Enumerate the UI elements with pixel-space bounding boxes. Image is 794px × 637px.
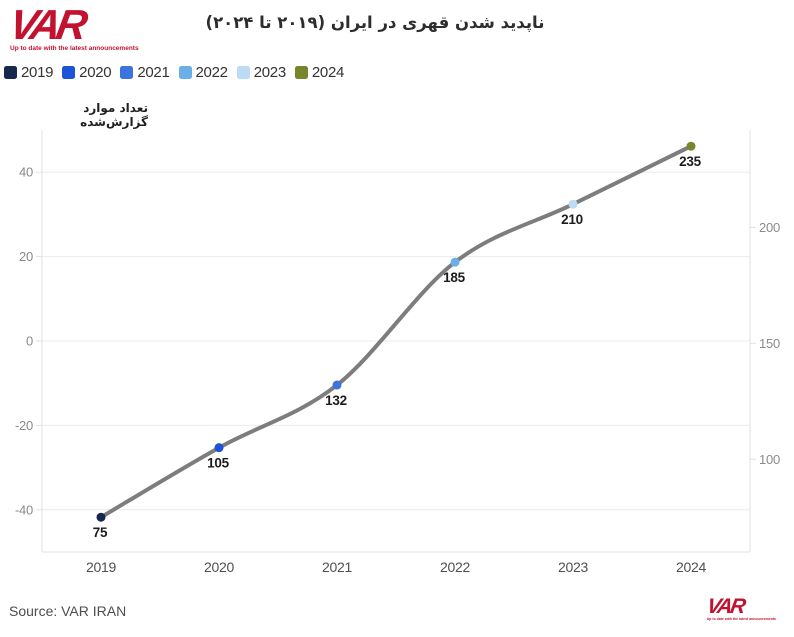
- x-axis-tick-label: 2023: [558, 559, 589, 575]
- var-logo-icon: VAR: [704, 595, 746, 619]
- data-point-2024[interactable]: [686, 141, 696, 151]
- var-logo: VAR Up to date with the latest announcem…: [6, 1, 139, 52]
- data-point-2022[interactable]: [450, 257, 460, 267]
- legend-swatch-icon: [236, 66, 250, 79]
- data-point-2021[interactable]: [332, 380, 342, 390]
- data-point-2020[interactable]: [214, 443, 224, 453]
- left-axis-tick-label: -20: [15, 418, 33, 433]
- right-axis-tick-label: 100: [759, 452, 780, 467]
- data-point-label: 210: [561, 212, 583, 227]
- legend-swatch-icon: [62, 66, 76, 79]
- data-point-label: 75: [93, 525, 108, 540]
- legend-label: 2020: [79, 64, 112, 81]
- x-axis-tick-label: 2020: [204, 559, 235, 575]
- data-point-label: 185: [443, 270, 465, 285]
- legend-swatch-icon: [4, 66, 17, 79]
- legend-label: 2019: [21, 64, 54, 81]
- data-point-label: 105: [207, 456, 229, 471]
- legend-item-2020[interactable]: 2020: [62, 64, 112, 81]
- left-axis-tick-label: 0: [26, 334, 33, 349]
- x-axis-tick-label: 2022: [440, 559, 471, 575]
- y-axis-label: تعداد موارد گزارش‌شده: [80, 101, 148, 129]
- source-caption: Source: VAR IRAN: [9, 603, 127, 619]
- right-axis-tick-label: 200: [759, 220, 780, 235]
- legend-item-2022[interactable]: 2022: [178, 64, 228, 81]
- legend-swatch-icon: [294, 66, 308, 79]
- data-point-label: 235: [679, 154, 701, 169]
- legend-item-2024[interactable]: 2024: [294, 64, 345, 81]
- x-axis-tick-label: 2019: [86, 559, 117, 575]
- var-logo-small: VAR Up to date with the latest announcem…: [704, 595, 776, 621]
- legend-item-2023[interactable]: 2023: [236, 64, 286, 81]
- x-axis-tick-label: 2021: [322, 559, 353, 575]
- chart-title: ناپدید شدن قهری در ایران (۲۰۱۹ تا ۲۰۲۴): [205, 13, 545, 32]
- brand-tagline-small: Up to date with the latest announcements: [706, 617, 776, 621]
- chart-legend: 2019 2020 2021 2022 2023 2024: [4, 64, 344, 81]
- right-axis-tick-label: 150: [759, 336, 780, 351]
- legend-swatch-icon: [178, 66, 192, 79]
- x-axis-tick-label: 2024: [676, 559, 707, 575]
- left-axis-tick-label: -40: [15, 502, 33, 517]
- legend-label: 2022: [195, 64, 228, 81]
- legend-item-2019[interactable]: 2019: [4, 64, 53, 81]
- legend-label: 2024: [311, 64, 345, 81]
- legend-item-2021[interactable]: 2021: [120, 64, 170, 81]
- data-point-label: 132: [325, 393, 347, 408]
- left-axis-tick-label: 20: [19, 249, 33, 264]
- brand-tagline: Up to date with the latest announcements: [10, 44, 139, 52]
- left-axis-tick-label: 40: [19, 165, 33, 180]
- trend-line: [99, 144, 693, 520]
- legend-label: 2023: [253, 64, 286, 81]
- legend-swatch-icon: [120, 66, 134, 79]
- data-point-2023[interactable]: [568, 199, 578, 209]
- data-point-2019[interactable]: [96, 512, 106, 522]
- legend-label: 2021: [137, 64, 170, 81]
